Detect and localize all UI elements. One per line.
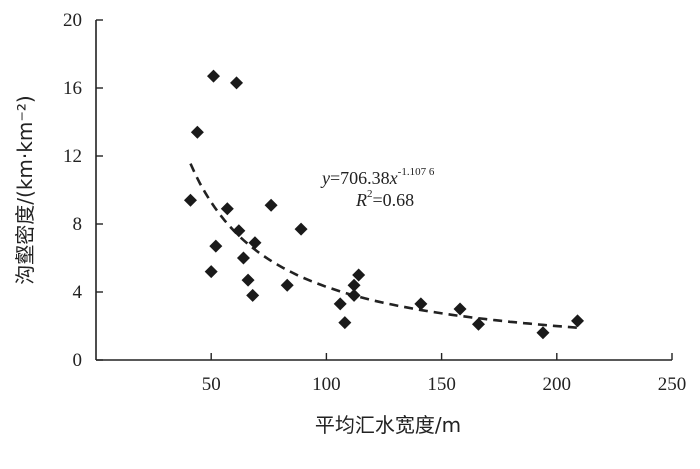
r-squared: R2=0.68 — [355, 188, 414, 210]
data-point — [471, 317, 485, 331]
data-point — [246, 288, 260, 302]
eq-x: x — [389, 168, 398, 188]
x-axis-title: 平均汇水宽度/m — [315, 413, 461, 437]
data-point — [571, 314, 585, 328]
data-point — [230, 76, 244, 90]
data-point — [338, 316, 352, 330]
data-point — [347, 288, 361, 302]
r2-value: =0.68 — [373, 190, 415, 210]
x-tick-label: 150 — [427, 374, 456, 395]
data-point — [280, 278, 294, 292]
data-point — [294, 222, 308, 236]
eq-exponent: -1.107 6 — [398, 166, 435, 178]
x-tick-label: 100 — [312, 374, 341, 395]
data-point — [204, 265, 218, 279]
data-point — [414, 297, 428, 311]
y-tick-label: 4 — [73, 282, 83, 303]
data-point — [248, 236, 262, 250]
r2-superscript: 2 — [367, 188, 373, 200]
y-axis-title: 沟壑密度/(km·km⁻²) — [13, 95, 37, 284]
x-tick-label: 250 — [658, 374, 687, 395]
data-point — [453, 302, 467, 316]
data-point — [536, 326, 550, 340]
data-point — [209, 239, 223, 253]
data-point — [183, 193, 197, 207]
x-tick-label: 200 — [543, 374, 572, 395]
tick-labels: 0 4 8 12 16 20 50 100 150 200 250 — [63, 10, 686, 395]
data-point — [236, 251, 250, 265]
data-point — [220, 202, 234, 216]
y-tick-label: 12 — [63, 146, 82, 167]
y-tick-label: 0 — [73, 350, 83, 371]
data-point — [207, 69, 221, 83]
data-point — [333, 297, 347, 311]
r2-symbol: R — [355, 190, 367, 210]
data-point — [241, 273, 255, 287]
y-tick-label: 16 — [63, 78, 82, 99]
y-tick-label: 8 — [73, 214, 83, 235]
x-tick-label: 50 — [202, 374, 221, 395]
fit-curve — [189, 163, 578, 329]
y-tick-label: 20 — [63, 10, 82, 31]
eq-coefficient: =706.38 — [330, 168, 390, 188]
eq-y: y — [320, 168, 330, 188]
data-point — [264, 198, 278, 212]
axes — [95, 19, 673, 361]
data-points — [183, 69, 585, 340]
data-point — [347, 278, 361, 292]
data-point — [352, 268, 366, 282]
data-point — [232, 224, 246, 238]
data-point — [190, 125, 204, 139]
fit-equation: y=706.38x-1.107 6 — [320, 166, 435, 188]
